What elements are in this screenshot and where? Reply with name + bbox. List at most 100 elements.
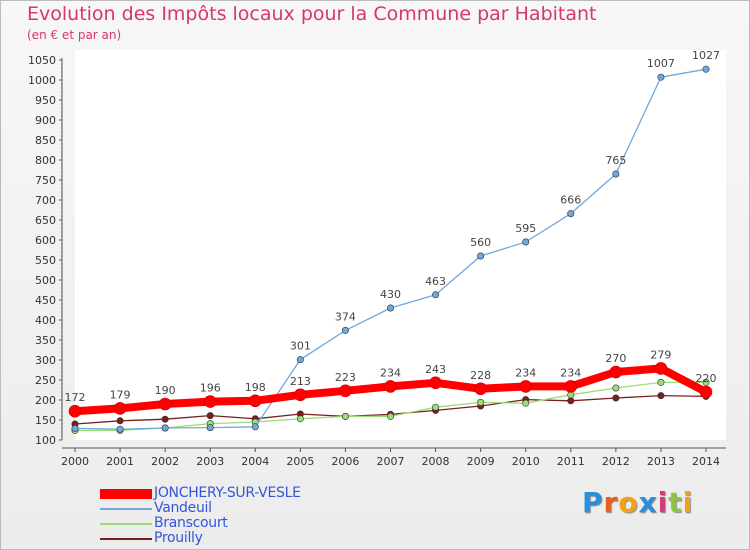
logo-letter: r — [603, 486, 619, 519]
y-tick-label: 850 — [35, 134, 56, 147]
y-tick-label: 650 — [35, 214, 56, 227]
legend-item: JONCHERY-SUR-VESLE — [100, 486, 301, 501]
data-point — [248, 394, 262, 408]
data-point — [384, 380, 397, 393]
y-tick-label: 550 — [35, 254, 56, 267]
y-tick-label: 150 — [35, 414, 56, 427]
x-tick-label: 2006 — [331, 455, 359, 468]
data-point — [522, 399, 530, 407]
data-point — [612, 384, 620, 392]
data-label: 223 — [335, 371, 356, 384]
data-point — [699, 385, 713, 399]
data-label: 374 — [335, 310, 356, 323]
data-label: 179 — [110, 388, 131, 401]
data-label: 301 — [290, 340, 311, 353]
data-point — [206, 424, 214, 432]
data-point — [386, 304, 394, 312]
data-label: 172 — [65, 391, 86, 404]
data-label: 234 — [515, 366, 536, 379]
data-point — [477, 398, 485, 406]
legend-swatch — [100, 488, 152, 499]
y-tick-label: 1050 — [28, 54, 56, 67]
data-point — [657, 378, 665, 386]
data-point — [68, 404, 82, 418]
x-tick-label: 2007 — [377, 455, 405, 468]
data-label: 1007 — [647, 57, 675, 70]
x-tick-label: 2003 — [196, 455, 224, 468]
logo-letter: i — [657, 486, 669, 519]
data-label: 1027 — [692, 49, 720, 62]
y-tick-label: 700 — [35, 194, 56, 207]
data-label: 220 — [696, 372, 717, 385]
data-label: 595 — [515, 222, 536, 235]
y-tick-label: 450 — [35, 294, 56, 307]
data-point — [522, 238, 530, 246]
data-point — [161, 424, 169, 432]
chart-subtitle: (en € et par an) — [27, 28, 122, 42]
data-label: 198 — [245, 381, 266, 394]
data-point — [567, 397, 575, 405]
legend-label: Vandeuil — [154, 500, 212, 516]
data-point — [339, 384, 352, 398]
data-label: 234 — [560, 366, 581, 379]
y-tick-label: 900 — [35, 114, 56, 127]
data-label: 765 — [605, 154, 626, 167]
y-tick-label: 400 — [35, 314, 56, 327]
y-tick-label: 600 — [35, 234, 56, 247]
y-tick-label: 250 — [35, 374, 56, 387]
data-label: 213 — [290, 375, 311, 388]
y-tick-label: 100 — [35, 434, 56, 447]
y-tick-label: 750 — [35, 174, 56, 187]
x-tick-label: 2013 — [647, 455, 675, 468]
legend-label: Branscourt — [154, 515, 228, 531]
y-tick-label: 200 — [35, 394, 56, 407]
data-point — [432, 291, 440, 299]
data-label: 463 — [425, 275, 446, 288]
plot-area — [75, 50, 726, 440]
x-tick-label: 2000 — [61, 455, 89, 468]
data-point — [612, 394, 620, 402]
legend-label: JONCHERY-SUR-VESLE — [154, 485, 301, 501]
data-label: 270 — [605, 352, 626, 365]
data-point — [203, 395, 217, 408]
data-point — [657, 73, 665, 81]
data-point — [654, 362, 668, 375]
legend-item: Branscourt — [100, 516, 301, 531]
legend-item: Vandeuil — [100, 501, 301, 516]
data-point — [519, 380, 533, 393]
data-point — [429, 376, 442, 390]
data-label: 279 — [650, 348, 671, 361]
y-tick-label: 300 — [35, 354, 56, 367]
data-label: 234 — [380, 366, 401, 379]
data-point — [386, 412, 394, 420]
y-tick-label: 950 — [35, 94, 56, 107]
data-label: 190 — [155, 384, 176, 397]
data-point — [341, 412, 349, 420]
data-point — [294, 388, 307, 402]
chart-title: Evolution des Impôts locaux pour la Comm… — [27, 3, 597, 25]
data-point — [116, 425, 124, 433]
data-point — [113, 402, 127, 415]
data-label: 196 — [200, 382, 221, 395]
data-label: 430 — [380, 288, 401, 301]
legend-swatch — [100, 522, 152, 525]
data-point — [71, 424, 79, 432]
data-label: 243 — [425, 363, 446, 376]
x-tick-label: 2001 — [106, 455, 134, 468]
data-point — [116, 417, 124, 425]
y-tick-label: 800 — [35, 154, 56, 167]
x-tick-label: 2014 — [692, 455, 720, 468]
x-tick-label: 2005 — [286, 455, 314, 468]
chart-legend: JONCHERY-SUR-VESLE Vandeuil Branscourt Prou… — [100, 486, 301, 546]
legend-swatch — [100, 537, 152, 540]
x-tick-label: 2010 — [512, 455, 540, 468]
data-label: 666 — [560, 194, 581, 207]
data-point — [702, 378, 710, 386]
x-tick-label: 2004 — [241, 455, 269, 468]
legend-swatch — [100, 507, 152, 510]
logo-letter: t — [668, 486, 683, 519]
data-point — [296, 356, 304, 364]
data-point — [474, 382, 487, 396]
x-tick-label: 2011 — [557, 455, 585, 468]
